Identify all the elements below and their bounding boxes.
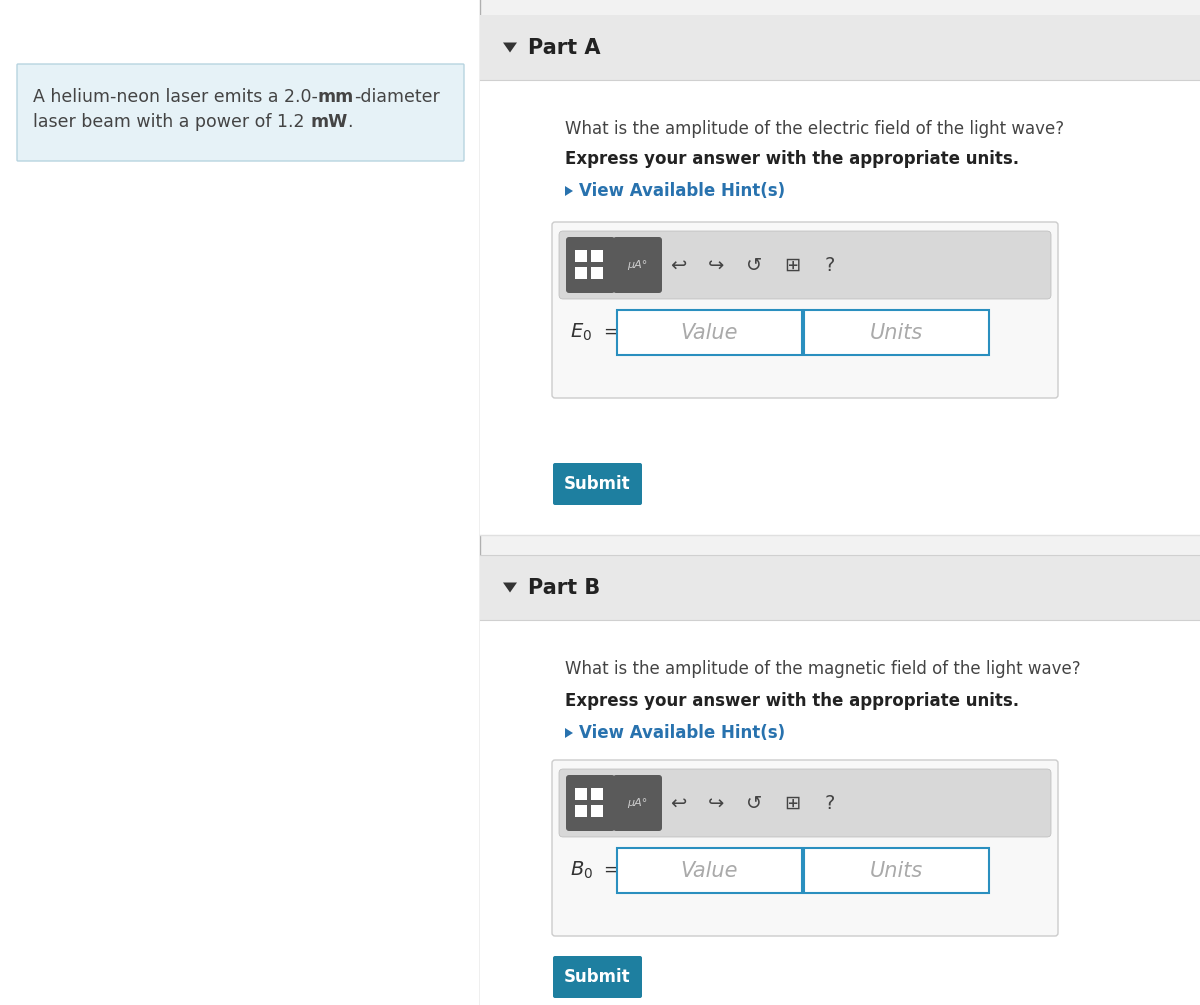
- Text: View Available Hint(s): View Available Hint(s): [580, 724, 785, 742]
- Text: Units: Units: [870, 860, 923, 880]
- FancyBboxPatch shape: [559, 231, 1051, 299]
- Bar: [480, 0, 1200, 1005]
- Text: ?: ?: [824, 255, 835, 274]
- Text: ↪: ↪: [708, 255, 724, 274]
- Text: $E_0$: $E_0$: [570, 322, 592, 343]
- Text: mW: mW: [310, 113, 347, 131]
- Text: Submit: Submit: [564, 968, 631, 986]
- Text: $B_0$: $B_0$: [570, 859, 593, 880]
- Text: =: =: [604, 861, 618, 879]
- Text: Value: Value: [680, 323, 738, 343]
- Polygon shape: [503, 42, 517, 52]
- Bar: [617, 848, 802, 893]
- Text: μA°: μA°: [628, 798, 648, 808]
- Text: laser beam with a power of 1.2: laser beam with a power of 1.2: [34, 113, 310, 131]
- Polygon shape: [565, 728, 574, 738]
- FancyBboxPatch shape: [553, 956, 642, 998]
- Text: Submit: Submit: [564, 475, 631, 493]
- FancyBboxPatch shape: [552, 222, 1058, 398]
- Bar: [575, 805, 587, 817]
- Text: ↺: ↺: [746, 794, 762, 812]
- Bar: [804, 310, 989, 355]
- Text: -diameter: -diameter: [354, 88, 440, 106]
- Text: View Available Hint(s): View Available Hint(s): [580, 182, 785, 200]
- Bar: [592, 267, 604, 279]
- FancyBboxPatch shape: [559, 769, 1051, 837]
- FancyBboxPatch shape: [566, 237, 616, 293]
- Bar: [575, 267, 587, 279]
- Text: Express your answer with the appropriate units.: Express your answer with the appropriate…: [565, 692, 1019, 710]
- Bar: [575, 788, 587, 800]
- Text: What is the amplitude of the electric field of the light wave?: What is the amplitude of the electric fi…: [565, 120, 1064, 138]
- Bar: [617, 310, 802, 355]
- FancyBboxPatch shape: [552, 760, 1058, 936]
- Text: ↪: ↪: [708, 794, 724, 812]
- Bar: [592, 805, 604, 817]
- Text: ⊞: ⊞: [784, 794, 800, 812]
- Text: What is the amplitude of the magnetic field of the light wave?: What is the amplitude of the magnetic fi…: [565, 660, 1081, 678]
- Text: μA°: μA°: [628, 260, 648, 270]
- Text: Part A: Part A: [528, 37, 600, 57]
- FancyBboxPatch shape: [566, 775, 616, 831]
- Text: ↩: ↩: [670, 794, 686, 812]
- Text: ⊞: ⊞: [784, 255, 800, 274]
- Text: ↩: ↩: [670, 255, 686, 274]
- FancyBboxPatch shape: [613, 775, 662, 831]
- Text: Value: Value: [680, 860, 738, 880]
- Text: Part B: Part B: [528, 578, 600, 598]
- Text: ↺: ↺: [746, 255, 762, 274]
- Bar: [575, 250, 587, 262]
- Text: .: .: [347, 113, 353, 131]
- Text: A helium-neon laser emits a 2.0-: A helium-neon laser emits a 2.0-: [34, 88, 318, 106]
- Bar: [480, 15, 1200, 80]
- Bar: [804, 848, 989, 893]
- Bar: [480, 80, 1200, 535]
- Text: Express your answer with the appropriate units.: Express your answer with the appropriate…: [565, 150, 1019, 168]
- FancyBboxPatch shape: [17, 64, 464, 161]
- FancyBboxPatch shape: [613, 237, 662, 293]
- Text: =: =: [604, 323, 618, 341]
- Polygon shape: [565, 186, 574, 196]
- Bar: [480, 620, 1200, 1005]
- Text: ?: ?: [824, 794, 835, 812]
- FancyBboxPatch shape: [553, 463, 642, 505]
- Bar: [592, 788, 604, 800]
- Text: Units: Units: [870, 323, 923, 343]
- Bar: [592, 250, 604, 262]
- Polygon shape: [503, 583, 517, 593]
- Text: mm: mm: [318, 88, 354, 106]
- Bar: [480, 555, 1200, 620]
